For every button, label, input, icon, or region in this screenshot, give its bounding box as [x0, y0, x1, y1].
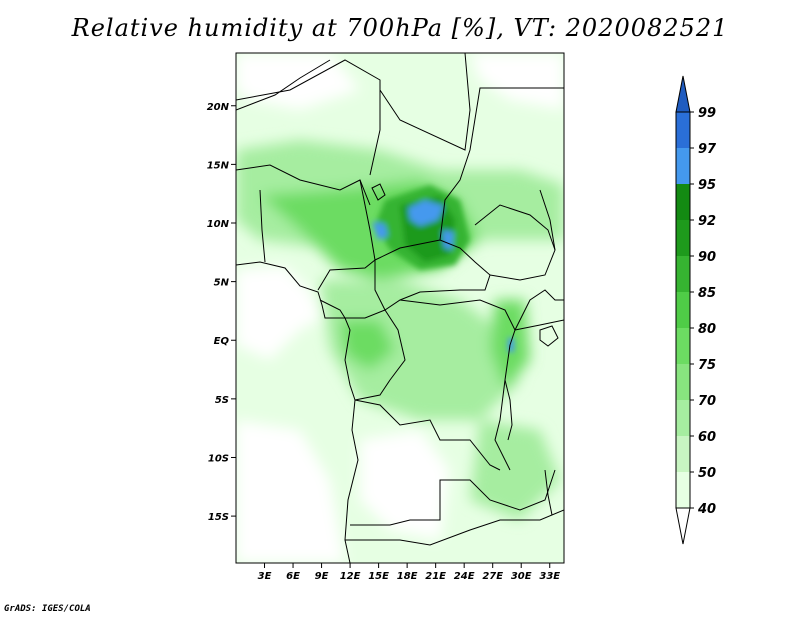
- saturated-region-east: [442, 230, 454, 250]
- border-tanzania: [514, 319, 564, 331]
- border-chad-west: [359, 179, 376, 261]
- colorbar-segment: [676, 472, 690, 508]
- colorbar-label: 70: [698, 394, 716, 409]
- colorbar-segment: [676, 184, 690, 220]
- colorbar-segment: [676, 148, 690, 184]
- colorbar-label: 97: [698, 142, 717, 157]
- x-tick-label: 24E: [454, 571, 475, 582]
- colorbar-upper-extension: [675, 75, 691, 113]
- border-ethiopia: [539, 189, 556, 251]
- country-borders: [236, 53, 564, 563]
- humid-region-east: [470, 420, 560, 520]
- border-uganda: [514, 289, 564, 331]
- x-tick-label: 6E: [286, 571, 300, 582]
- x-tick-label: 27E: [482, 571, 503, 582]
- colorbar-label: 99: [698, 106, 716, 121]
- y-tick-label: 15N: [207, 160, 230, 171]
- colorbar-segment: [676, 112, 690, 148]
- colorbar-label: 60: [698, 430, 716, 445]
- colorbar-segment: [676, 220, 690, 256]
- lake-tanganyika: [504, 379, 513, 441]
- border-libya: [379, 53, 471, 151]
- border-congo: [345, 309, 406, 401]
- border-sudan: [439, 87, 564, 241]
- x-tick-label: 15E: [368, 571, 389, 582]
- coastline-angola: [344, 399, 359, 563]
- colorbar-segment: [676, 256, 690, 292]
- dry-region-ocean: [236, 266, 322, 360]
- colorbar-label: 50: [698, 466, 716, 481]
- colorbar-outline: [675, 111, 691, 509]
- saturated-region-west: [372, 222, 388, 240]
- border-gabon: [319, 299, 346, 319]
- x-axis: 3E 6E 9E 12E 15E 18E 21E 24E 27E 30E 33E: [258, 563, 560, 582]
- colorbar-label: 80: [698, 322, 716, 337]
- border-nigeria-north: [236, 164, 371, 206]
- saturated-region-north: [408, 200, 444, 226]
- border-niger: [236, 59, 381, 176]
- y-tick-label: 20N: [207, 102, 230, 113]
- border-zambia: [440, 469, 556, 511]
- x-tick-label: 12E: [340, 571, 361, 582]
- x-tick-label: 3E: [258, 571, 272, 582]
- humid-region-congo: [320, 280, 520, 420]
- x-tick-label: 18E: [397, 571, 418, 582]
- border-cameroon: [317, 259, 376, 291]
- x-tick-label: 30E: [511, 571, 532, 582]
- dry-region-sahara: [236, 53, 360, 110]
- colorbar-segment: [676, 292, 690, 328]
- x-tick-label: 9E: [315, 571, 329, 582]
- coastline-gulf-guinea: [236, 261, 356, 401]
- colorbar-segment: [676, 400, 690, 436]
- colorbar-label: 92: [698, 214, 716, 229]
- border-drc-east: [494, 344, 511, 471]
- y-tick-label: 5N: [214, 278, 230, 289]
- plot-title: Relative humidity at 700hPa [%], VT: 202…: [71, 14, 729, 42]
- y-tick-label: EQ: [214, 336, 230, 347]
- lake-malawi: [544, 469, 553, 516]
- map-area: [236, 53, 564, 563]
- colorbar-lower-extension: [675, 507, 691, 545]
- dry-region-south-ocean: [236, 420, 345, 563]
- colorbar-label: 90: [698, 250, 716, 265]
- colorbar-label: 95: [698, 178, 716, 193]
- x-tick-label: 33E: [539, 571, 560, 582]
- border-namibia: [345, 509, 564, 546]
- y-tick-label: 5S: [215, 395, 229, 406]
- colorbar-label: 85: [698, 286, 716, 301]
- colorbar-segment: [676, 328, 690, 364]
- dry-region-angola: [360, 430, 450, 540]
- y-axis: 20N 15N 10N 5N EQ 5S 10S 15S: [207, 102, 236, 523]
- y-tick-label: 15S: [208, 512, 229, 523]
- y-tick-label: 10S: [208, 453, 229, 464]
- border-angola-drc: [354, 399, 501, 471]
- y-tick-label: 10N: [207, 219, 230, 230]
- dry-region-northeast: [470, 53, 564, 110]
- lake-chad: [371, 183, 386, 201]
- colorbar-segment: [676, 364, 690, 400]
- footer-credit: GrADS: IGES/COLA: [4, 604, 91, 614]
- border-drc-north: [399, 299, 516, 346]
- border-mali-algeria: [236, 59, 331, 111]
- map-frame: [235, 52, 565, 564]
- border-south-sudan: [474, 204, 556, 281]
- colorbar: 40 50 60 70 75 80 85 90 92 95 97 99: [675, 75, 717, 545]
- lake-victoria: [539, 325, 559, 347]
- x-tick-label: 21E: [425, 571, 446, 582]
- colorbar-segment: [676, 436, 690, 472]
- border-benin: [259, 189, 266, 263]
- colorbar-label: 40: [697, 502, 716, 517]
- humid-region-gabon: [340, 320, 395, 370]
- colorbar-label: 75: [698, 358, 716, 373]
